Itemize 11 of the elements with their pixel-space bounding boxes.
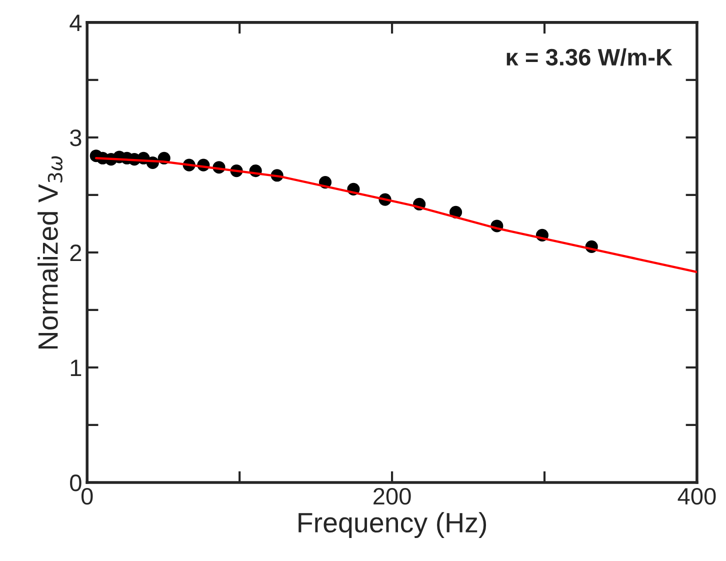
y-tick-label: 0 [70, 474, 82, 492]
y-tick-label: 4 [70, 14, 82, 31]
x-tick-label: 0 [81, 488, 93, 505]
y-axis-title: Normalized V$_{3ω}$ [38, 156, 62, 349]
y-tick-label: 3 [70, 130, 82, 146]
x-tick-label: 400 [678, 488, 716, 505]
y-tick-label: 1 [70, 360, 82, 376]
x-tick-label: 200 [374, 488, 411, 505]
y-tick-label: 2 [70, 244, 82, 262]
annotation: κ = 3.36 W/m-K [506, 48, 672, 66]
x-axis-title: Frequency (Hz) [298, 512, 486, 538]
